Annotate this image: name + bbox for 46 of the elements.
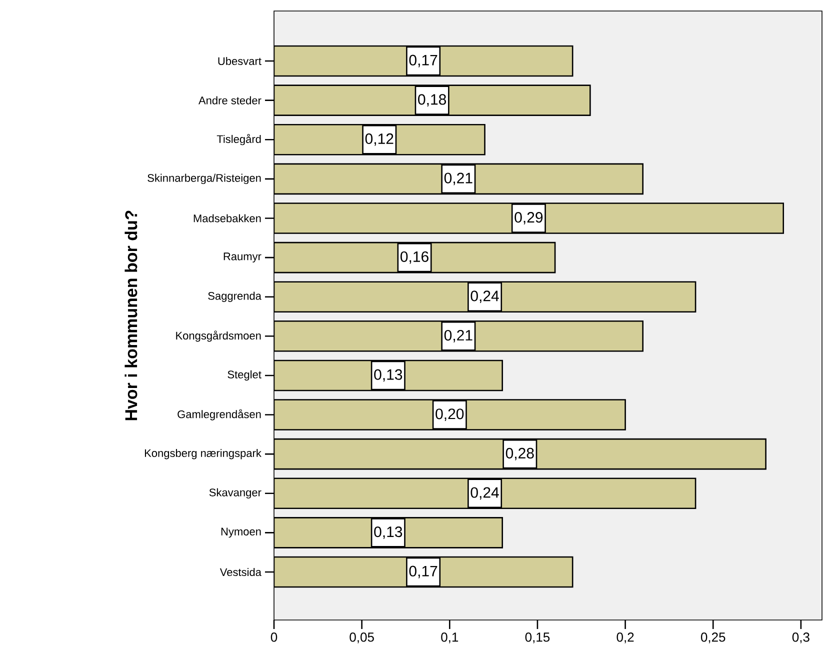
bar <box>274 438 766 470</box>
y-tick-label: Andre steder <box>198 96 262 104</box>
data-label: 0,13 <box>374 526 402 539</box>
data-label: 0,12 <box>365 133 394 146</box>
y-axis-title: Hvor i kommunen bor du? <box>124 210 138 420</box>
data-label: 0,17 <box>409 566 438 578</box>
data-label: 0,21 <box>444 330 472 342</box>
x-tick-label: 0 <box>270 632 278 642</box>
y-tick-label: Steglet <box>228 370 262 381</box>
data-label: 0,20 <box>436 408 464 421</box>
x-tick-label: 0,2 <box>616 632 634 644</box>
data-label: 0,18 <box>418 94 446 106</box>
bar <box>274 399 626 430</box>
data-label: 0,24 <box>470 290 499 304</box>
y-tick-label: Vestsida <box>220 568 262 576</box>
y-tick-label: Madsebakken <box>194 214 261 222</box>
y-tick-label: Raumyr <box>224 252 262 262</box>
y-tick-label: Skavanger <box>209 488 262 499</box>
bar <box>274 556 574 588</box>
x-tick-label: 0,25 <box>700 632 726 644</box>
bar <box>274 84 591 116</box>
bar <box>274 163 644 195</box>
data-label: 0,13 <box>374 369 402 382</box>
x-tick-label: 0,3 <box>792 632 810 644</box>
x-tick-label: 0,05 <box>350 632 374 644</box>
y-tick-label: Kongsgårdsmoen <box>176 330 261 342</box>
bar <box>274 45 574 77</box>
data-label: 0,17 <box>409 54 438 68</box>
y-tick-label: Tislegård <box>216 134 261 146</box>
x-tick-label: 0,15 <box>525 632 550 644</box>
y-tick-label: Saggrenda <box>208 292 262 302</box>
bar <box>274 202 784 234</box>
data-label: 0,28 <box>506 448 534 460</box>
y-tick-label: Ubesvart <box>218 56 262 66</box>
y-tick-label: Kongsberg næringspark <box>144 448 262 460</box>
y-tick-label: Nymoen <box>221 528 261 538</box>
data-label: 0,24 <box>470 487 499 500</box>
data-label: 0,16 <box>400 251 428 264</box>
data-label: 0,29 <box>514 212 543 224</box>
x-tick-label: 0,1 <box>441 632 458 644</box>
bar <box>274 320 644 352</box>
data-label: 0,21 <box>444 172 472 186</box>
bar <box>274 478 696 510</box>
y-tick-label: Skinnarberga/Risteigen <box>148 174 261 184</box>
y-tick-label: Gamlegrendåsen <box>178 409 261 420</box>
bar <box>274 281 696 312</box>
